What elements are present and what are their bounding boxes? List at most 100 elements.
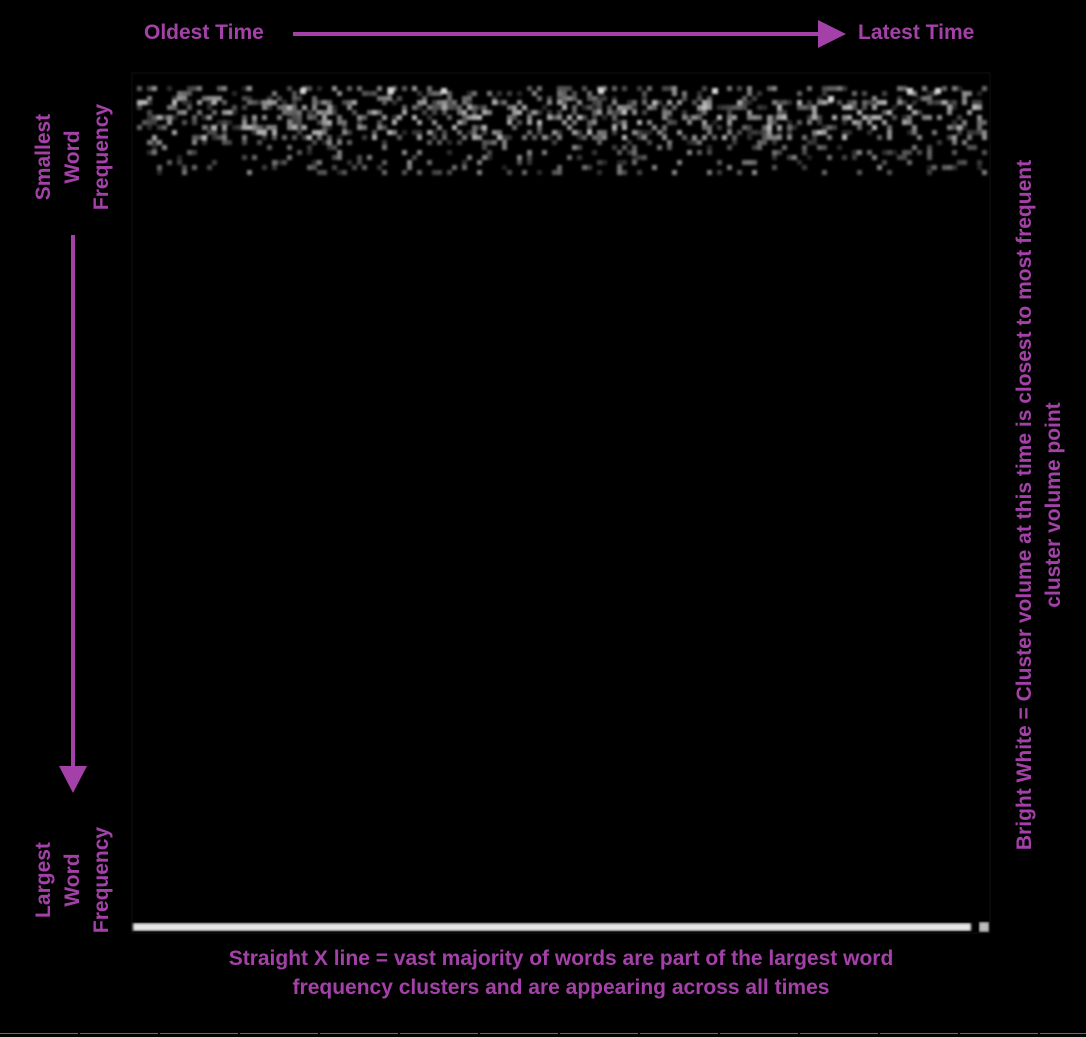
heatmap-cell [867,115,872,120]
bottom-divider [0,1033,1086,1034]
heatmap-cell [887,110,892,115]
heatmap-cell [357,125,362,130]
heatmap-cell [692,115,697,120]
heatmap-cell [527,115,532,120]
heatmap-cell [177,96,182,101]
heatmap-cell [547,100,552,105]
heatmap-cell [152,120,157,125]
heatmap-cell [497,130,502,135]
heatmap-cell [262,125,267,130]
heatmap-cell [232,110,237,115]
heatmap-cell [852,91,857,96]
heatmap-cell [427,91,432,96]
heatmap-cell [932,130,937,135]
heatmap-cell [277,96,282,101]
heatmap-cell [502,140,507,145]
heatmap-cell [312,105,317,110]
heatmap-cell [972,100,977,105]
heatmap-cell [287,155,292,160]
heatmap-cell [637,130,642,135]
heatmap-cell [787,135,792,140]
heatmap-cell [897,100,902,105]
heatmap-cell [817,115,822,120]
heatmap-cell [287,115,292,120]
heatmap-cell [432,110,437,115]
heatmap-cell [952,140,957,145]
heatmap-cell [162,125,167,130]
heatmap-cell [427,130,432,135]
heatmap-cell [567,96,572,101]
heatmap-cell [317,100,322,105]
heatmap-cell [162,145,167,150]
heatmap-cell [342,170,347,175]
heatmap-cell [322,110,327,115]
heatmap-cell [492,140,497,145]
heatmap-cell [262,135,267,140]
heatmap-cell [697,150,702,155]
heatmap-cell [517,91,522,96]
heatmap-cell [337,155,342,160]
heatmap-cell [902,150,907,155]
heatmap-cell [612,115,617,120]
heatmap-cell [812,110,817,115]
heatmap-cell [257,130,262,135]
heatmap-cell [307,135,312,140]
heatmap-cell [587,130,592,135]
heatmap-cell [567,86,572,91]
heatmap-cell [727,86,732,91]
heatmap-cell [537,130,542,135]
heatmap-cell [612,100,617,105]
heatmap-cell [977,120,982,125]
heatmap-cell [772,150,777,155]
heatmap-cell-bright [828,96,834,102]
heatmap-cell [662,135,667,140]
heatmap-cell [852,105,857,110]
heatmap-cell [467,155,472,160]
heatmap-cell [782,110,787,115]
heatmap-cell [207,125,212,130]
heatmap-cell [302,105,307,110]
heatmap-cell [772,165,777,170]
heatmap-cell [692,140,697,145]
heatmap-cell [802,150,807,155]
heatmap-cell [752,145,757,150]
heatmap-cell [772,100,777,105]
heatmap-cell [537,110,542,115]
heatmap-cell [467,115,472,120]
heatmap-cell [212,125,217,130]
heatmap-cell [967,145,972,150]
heatmap-cell-bright [712,88,718,94]
heatmap-cell [287,110,292,115]
heatmap-cell [222,125,227,130]
heatmap-cell [817,120,822,125]
heatmap-cell [372,110,377,115]
heatmap-cell [282,160,287,165]
heatmap-cell [677,100,682,105]
heatmap-cell [197,135,202,140]
heatmap-cell [372,135,377,140]
heatmap-cell [642,91,647,96]
heatmap-cell [267,100,272,105]
heatmap-cell [612,86,617,91]
heatmap-cell [707,150,712,155]
heatmap-cell [957,130,962,135]
heatmap-cell [297,130,302,135]
heatmap-cell [312,100,317,105]
heatmap-cell [827,155,832,160]
heatmap-cell [287,120,292,125]
heatmap-cell [727,115,732,120]
heatmap-cell [667,120,672,125]
heatmap-cell [152,115,157,120]
heatmap-cell [502,135,507,140]
heatmap-cell [912,125,917,130]
heatmap-cell [322,130,327,135]
heatmap-cell [257,125,262,130]
heatmap-cell [597,105,602,110]
heatmap-cell [712,120,717,125]
heatmap-cell [242,140,247,145]
heatmap-cell [252,125,257,130]
heatmap-cell [702,110,707,115]
heatmap-cell [592,120,597,125]
heatmap-cell [502,145,507,150]
heatmap-cell [907,130,912,135]
